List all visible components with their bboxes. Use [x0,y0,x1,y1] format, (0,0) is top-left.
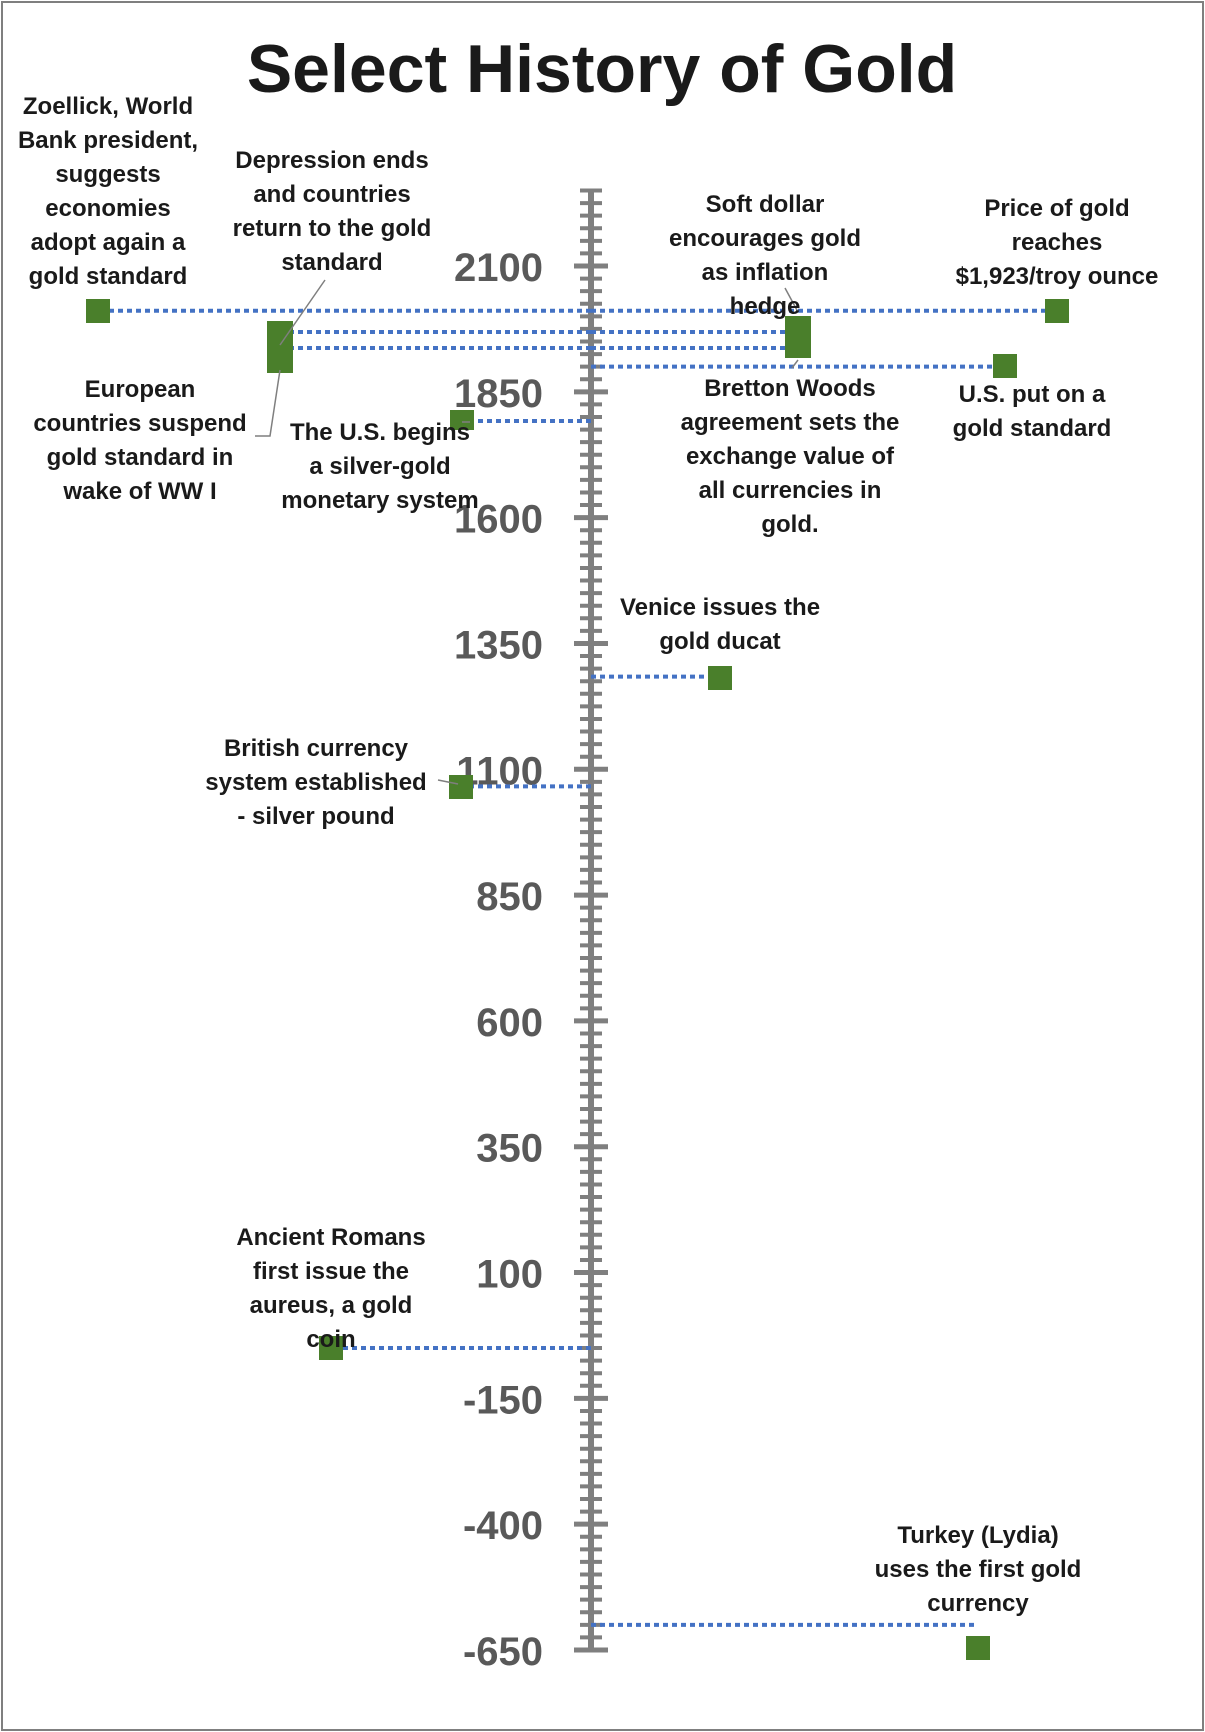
event-marker [86,299,110,323]
tick-label: 600 [476,1001,543,1045]
event-marker [450,410,474,430]
event-label: Venice issues the gold ducat [620,594,820,655]
chart-title: Select History of Gold [247,31,957,107]
event-label: Depression ends and countries return to th… [233,147,432,276]
event-marker [993,354,1017,378]
event-marker [267,321,293,373]
event-label: Price of gold reaches $1,923/troy ounce [956,195,1159,290]
tick-label: -650 [463,1630,543,1674]
tick-label: 1600 [454,498,543,542]
label-leader [784,287,799,313]
tick-label: 350 [476,1127,543,1171]
event-marker [708,666,732,690]
event-label: Turkey (Lydia) uses the first gold currenc… [875,1522,1082,1617]
event-label: Soft dollar encourages gold as inflation he… [669,191,861,320]
marker-layer [86,299,1069,1660]
event-label: European countries suspend gold standard i… [33,376,246,505]
event-label: U.S. put on a gold standard [953,381,1112,442]
tick-label: 100 [476,1253,543,1297]
label-leader [279,279,326,346]
label-layer: Turkey (Lydia) uses the first gold currenc… [18,93,1158,1617]
axis-layer: -650-400-1501003506008501100135016001850… [454,188,608,1674]
tick-label: 850 [476,875,543,919]
event-marker [1045,299,1069,323]
tick-label: 1350 [454,623,543,667]
event-label: British currency system established - silv… [205,735,426,830]
event-label: Ancient Romans first issue the aureus, a g… [236,1224,425,1353]
tick-label: 2100 [454,246,543,290]
event-label: Bretton Woods agreement sets the exchange … [681,375,900,538]
tick-label: 1850 [454,372,543,416]
event-marker [785,316,811,358]
event-marker [319,1336,343,1360]
event-marker [966,1636,990,1660]
label-leader [437,779,459,785]
tick-label: -400 [463,1504,543,1548]
label-leader [255,369,281,437]
connector-layer [98,308,1057,1627]
event-marker [449,775,473,799]
event-label: The U.S. begins a silver-gold monetary sys… [281,419,478,514]
event-label: Zoellick, World Bank president, suggests ec… [18,93,198,290]
tick-label: -150 [463,1378,543,1422]
label-leader [791,359,799,369]
